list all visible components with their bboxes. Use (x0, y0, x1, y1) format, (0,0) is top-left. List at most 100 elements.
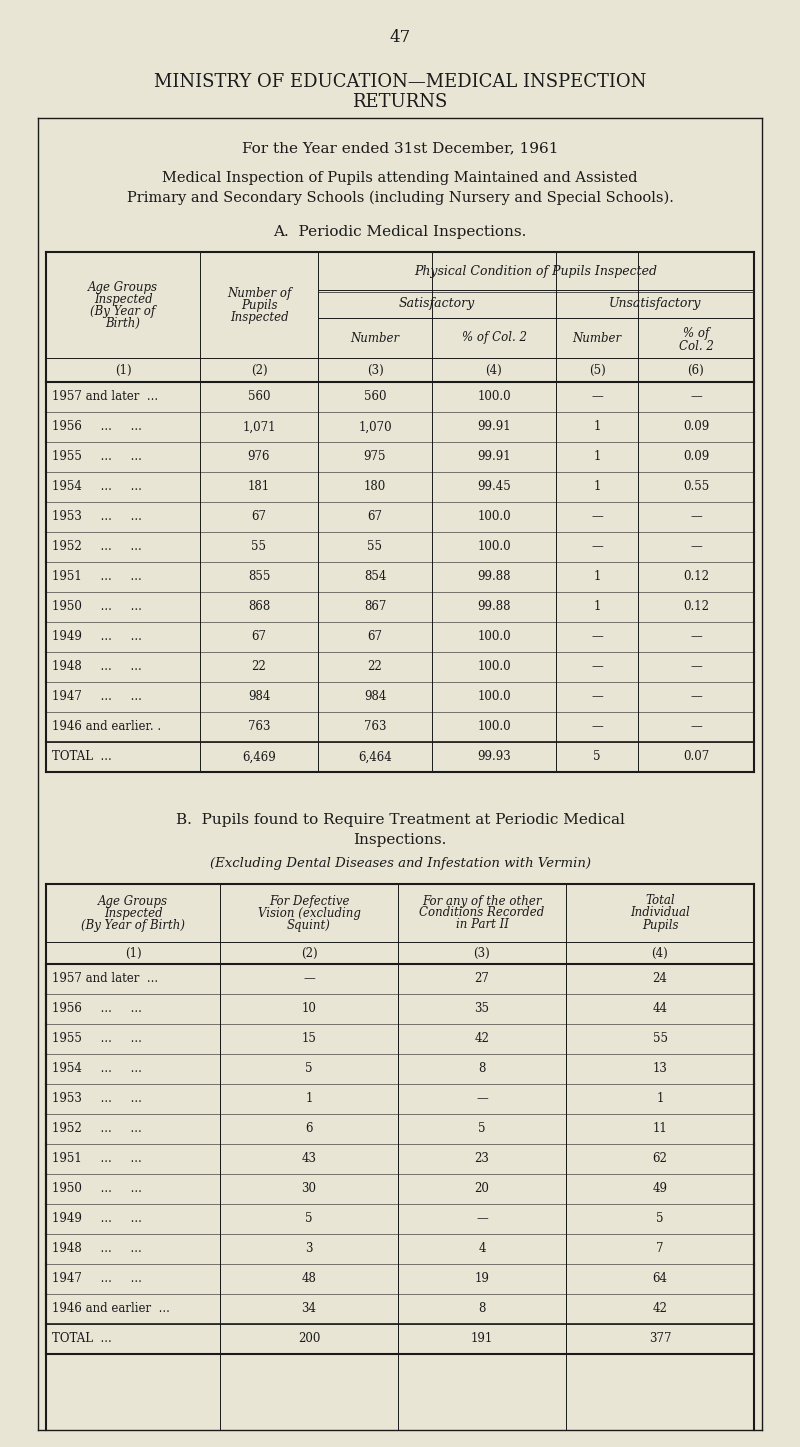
Text: —: — (690, 660, 702, 673)
Text: —: — (690, 541, 702, 554)
Text: 100.0: 100.0 (477, 391, 511, 404)
Text: 0.55: 0.55 (683, 480, 709, 493)
Text: 1957 and later  ...: 1957 and later ... (52, 391, 158, 404)
Text: Age Groups: Age Groups (98, 894, 168, 907)
Text: 0.09: 0.09 (683, 450, 709, 463)
Text: 22: 22 (368, 660, 382, 673)
Text: 976: 976 (248, 450, 270, 463)
Text: 975: 975 (364, 450, 386, 463)
Text: 6: 6 (306, 1123, 313, 1136)
Text: (Excluding Dental Diseases and Infestation with Vermin): (Excluding Dental Diseases and Infestati… (210, 858, 590, 871)
Text: —: — (591, 391, 603, 404)
Text: 15: 15 (302, 1033, 317, 1046)
Text: 27: 27 (474, 972, 490, 985)
Text: (6): (6) (688, 363, 704, 376)
Text: 22: 22 (252, 660, 266, 673)
Text: 1: 1 (594, 601, 601, 614)
Text: 99.88: 99.88 (478, 601, 510, 614)
Text: —: — (476, 1092, 488, 1106)
Text: 67: 67 (251, 631, 266, 644)
Text: 984: 984 (364, 690, 386, 703)
Text: (2): (2) (301, 946, 318, 959)
Text: % of: % of (683, 327, 709, 340)
Text: 1: 1 (594, 480, 601, 493)
Text: (3): (3) (474, 946, 490, 959)
Text: 854: 854 (364, 570, 386, 583)
Text: 55: 55 (367, 541, 382, 554)
Text: 560: 560 (364, 391, 386, 404)
Text: 100.0: 100.0 (477, 721, 511, 734)
Text: 1948     ...     ...: 1948 ... ... (52, 660, 142, 673)
Text: 1949     ...     ...: 1949 ... ... (52, 1213, 142, 1226)
Text: —: — (591, 721, 603, 734)
Text: Medical Inspection of Pupils attending Maintained and Assisted: Medical Inspection of Pupils attending M… (162, 171, 638, 185)
Text: 30: 30 (302, 1182, 317, 1195)
Text: 1947     ...     ...: 1947 ... ... (52, 690, 142, 703)
Text: 100.0: 100.0 (477, 631, 511, 644)
Text: 0.09: 0.09 (683, 421, 709, 434)
Text: 1,071: 1,071 (242, 421, 276, 434)
Text: RETURNS: RETURNS (352, 93, 448, 111)
Text: Satisfactory: Satisfactory (399, 298, 475, 311)
Text: 1957 and later  ...: 1957 and later ... (52, 972, 158, 985)
Text: 1956     ...     ...: 1956 ... ... (52, 421, 142, 434)
Text: 5: 5 (656, 1213, 664, 1226)
Text: For the Year ended 31st December, 1961: For the Year ended 31st December, 1961 (242, 140, 558, 155)
Text: 1946 and earlier. .: 1946 and earlier. . (52, 721, 161, 734)
Text: Inspected: Inspected (94, 292, 152, 305)
Text: —: — (591, 631, 603, 644)
Text: 35: 35 (474, 1003, 490, 1016)
Text: 1950     ...     ...: 1950 ... ... (52, 1182, 142, 1195)
Text: 181: 181 (248, 480, 270, 493)
Text: —: — (690, 631, 702, 644)
Text: 49: 49 (653, 1182, 667, 1195)
Text: 1953     ...     ...: 1953 ... ... (52, 1092, 142, 1106)
Text: Conditions Recorded: Conditions Recorded (419, 906, 545, 919)
Text: 44: 44 (653, 1003, 667, 1016)
Text: (By Year of Birth): (By Year of Birth) (81, 919, 185, 932)
Text: 99.93: 99.93 (477, 751, 511, 764)
Text: 763: 763 (364, 721, 386, 734)
Text: Vision (excluding: Vision (excluding (258, 906, 361, 919)
Text: 1946 and earlier  ...: 1946 and earlier ... (52, 1302, 170, 1315)
Text: 7: 7 (656, 1243, 664, 1256)
Text: 34: 34 (302, 1302, 317, 1315)
Text: Birth): Birth) (106, 317, 141, 330)
Text: MINISTRY OF EDUCATION—MEDICAL INSPECTION: MINISTRY OF EDUCATION—MEDICAL INSPECTION (154, 72, 646, 91)
Text: 1: 1 (656, 1092, 664, 1106)
Text: 868: 868 (248, 601, 270, 614)
Text: 377: 377 (649, 1333, 671, 1346)
Text: 5: 5 (478, 1123, 486, 1136)
Text: 1,070: 1,070 (358, 421, 392, 434)
Text: 6,469: 6,469 (242, 751, 276, 764)
Text: —: — (476, 1213, 488, 1226)
Text: 64: 64 (653, 1272, 667, 1285)
Text: 855: 855 (248, 570, 270, 583)
Text: —: — (303, 972, 315, 985)
Text: 47: 47 (390, 29, 410, 46)
Text: B.  Pupils found to Require Treatment at Periodic Medical: B. Pupils found to Require Treatment at … (175, 813, 625, 828)
Text: 48: 48 (302, 1272, 317, 1285)
Text: 0.12: 0.12 (683, 570, 709, 583)
Text: —: — (591, 511, 603, 524)
Text: 3: 3 (306, 1243, 313, 1256)
Text: 1952     ...     ...: 1952 ... ... (52, 541, 142, 554)
Text: 984: 984 (248, 690, 270, 703)
Text: —: — (591, 660, 603, 673)
Text: 6,464: 6,464 (358, 751, 392, 764)
Text: 67: 67 (367, 511, 382, 524)
Text: 42: 42 (474, 1033, 490, 1046)
Text: Age Groups: Age Groups (88, 281, 158, 294)
Text: 19: 19 (474, 1272, 490, 1285)
Text: 1956     ...     ...: 1956 ... ... (52, 1003, 142, 1016)
Text: 867: 867 (364, 601, 386, 614)
Text: Inspected: Inspected (104, 906, 162, 919)
Text: 23: 23 (474, 1152, 490, 1165)
Text: 8: 8 (478, 1302, 486, 1315)
Text: 67: 67 (367, 631, 382, 644)
Text: TOTAL  ...: TOTAL ... (52, 1333, 112, 1346)
Text: 20: 20 (474, 1182, 490, 1195)
Text: 1950     ...     ...: 1950 ... ... (52, 601, 142, 614)
Text: Total: Total (645, 894, 675, 907)
Text: Inspected: Inspected (230, 311, 288, 324)
